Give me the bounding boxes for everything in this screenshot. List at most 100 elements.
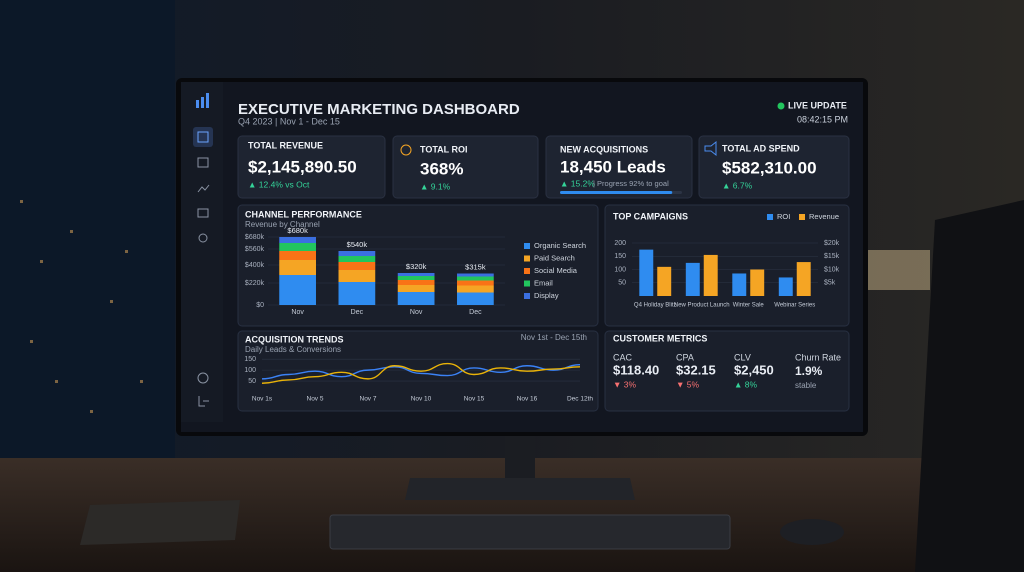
x-tick-label: Dec 12th	[567, 396, 593, 403]
kpi-label: NEW ACQUISITIONS	[560, 144, 648, 154]
megaphone-icon	[704, 140, 717, 157]
nav-icon	[197, 131, 209, 143]
bar-segment	[397, 285, 435, 292]
metric-value: $118.40	[613, 362, 659, 377]
y-tick-label: 150	[614, 253, 626, 260]
y-tick-label: 100	[244, 367, 256, 374]
bar-segment	[338, 270, 376, 282]
bar-label: $315k	[465, 262, 486, 271]
bar-segment	[397, 273, 435, 276]
metric-change: ▼ 5%	[676, 379, 700, 389]
bar-segment	[457, 292, 494, 305]
metric-label: CLV	[734, 352, 751, 362]
keyboard	[329, 514, 731, 550]
legend-swatch	[524, 243, 530, 249]
x-tick-label: Winter Sale	[733, 303, 765, 309]
x-tick-label: Nov	[291, 309, 304, 316]
nav-icons	[197, 157, 210, 407]
nav-item-active[interactable]	[193, 127, 213, 147]
bar-label: $540k	[347, 240, 368, 249]
kpi-change: ▲ 9.1%	[420, 181, 451, 191]
help-button[interactable]	[197, 372, 209, 384]
trend-line	[261, 363, 581, 380]
kpi-value: $582,310.00	[722, 158, 817, 177]
kpi-label: TOTAL AD SPEND	[722, 143, 800, 153]
legend-swatch	[767, 214, 773, 220]
nav-item[interactable]	[198, 233, 208, 243]
legend-label: ROI	[777, 212, 790, 221]
metric-label: CAC	[613, 352, 633, 362]
monitor-base	[405, 478, 635, 500]
metric-change: ▲ 8%	[734, 379, 758, 389]
bar-segment	[338, 256, 376, 262]
kpi-value: 18,450 Leads	[560, 157, 666, 176]
y-tick-label: $5k	[824, 280, 836, 287]
notebook	[80, 500, 240, 545]
metric-label: CPA	[676, 352, 694, 362]
y-tick-label: $10k	[824, 266, 840, 273]
y-tick-label: $560k	[245, 246, 265, 253]
nav-item[interactable]	[197, 208, 209, 218]
legend-label: Organic Search	[534, 241, 586, 250]
bar	[703, 254, 718, 296]
legend-swatch	[799, 214, 805, 220]
wall-frame	[860, 250, 930, 290]
y-tick-label: $0	[256, 302, 264, 309]
y-tick-label: $20k	[824, 240, 840, 247]
bar-segment	[397, 280, 435, 285]
bar-label: $680k	[287, 226, 308, 235]
nav-item[interactable]	[197, 184, 210, 193]
x-tick-label: Webinar Series	[774, 303, 815, 309]
kpi-note: | Progress 92% to goal	[593, 179, 669, 188]
bar-segment	[457, 273, 494, 277]
bar-segment	[457, 285, 494, 293]
kpi-change: ▲ 15.2%	[560, 178, 595, 188]
legend-swatch	[524, 293, 530, 299]
x-tick-label: Dec	[469, 309, 482, 316]
legend-label: Email	[534, 278, 553, 287]
live-dot	[777, 102, 785, 110]
bar	[732, 273, 747, 296]
charts: $0 $220k $400k $560k $680k Nov $680k Dec $540k No…	[244, 212, 839, 403]
progress-fill	[560, 191, 673, 194]
y-tick-label: $15k	[824, 253, 840, 260]
kpi-card	[545, 135, 693, 199]
panel-subtitle: Revenue by Channel	[245, 220, 320, 229]
kpi-change: ▲ 12.4% vs Oct	[248, 179, 310, 189]
panel-title: CHANNEL PERFORMANCE	[245, 209, 362, 219]
legend-label: Display	[534, 291, 559, 300]
bar-segment	[279, 237, 316, 243]
y-tick-label: $400k	[245, 262, 265, 269]
y-tick-label: $220k	[245, 280, 265, 287]
x-tick-label: Nov 10	[411, 396, 432, 403]
panel	[237, 204, 599, 327]
y-tick-label: $680k	[245, 234, 265, 241]
x-tick-label: Nov	[410, 309, 423, 316]
metric-value: $32.15	[676, 362, 716, 377]
bar-segment	[279, 275, 316, 305]
bar-segment	[457, 280, 494, 286]
x-tick-label: Nov 5	[307, 396, 324, 403]
bar-segment	[457, 276, 494, 281]
bar-segment	[338, 251, 376, 256]
panel-subtitle: Daily Leads & Conversions	[245, 345, 341, 354]
mouse	[780, 519, 844, 545]
bar	[778, 277, 793, 296]
bar	[796, 262, 811, 296]
date-range: Nov 1st - Dec 15th	[521, 333, 587, 342]
metric-change: stable	[795, 381, 817, 390]
legend-swatch	[524, 255, 530, 262]
metric-value: 1.9%	[795, 364, 823, 378]
x-tick-label: Nov 15	[464, 396, 485, 403]
nav-item[interactable]	[197, 157, 209, 168]
period: Q4 2023 | Nov 1 - Dec 15	[238, 116, 340, 126]
bar-label: $320k	[406, 262, 427, 271]
bar-segment	[397, 276, 435, 280]
bar	[685, 262, 700, 296]
x-tick-label: Q4 Holiday Blitz	[634, 303, 677, 309]
kpi-value: 368%	[420, 159, 463, 178]
y-tick-label: 200	[614, 240, 626, 247]
city-lights	[20, 200, 143, 413]
logout-button[interactable]	[198, 396, 209, 407]
